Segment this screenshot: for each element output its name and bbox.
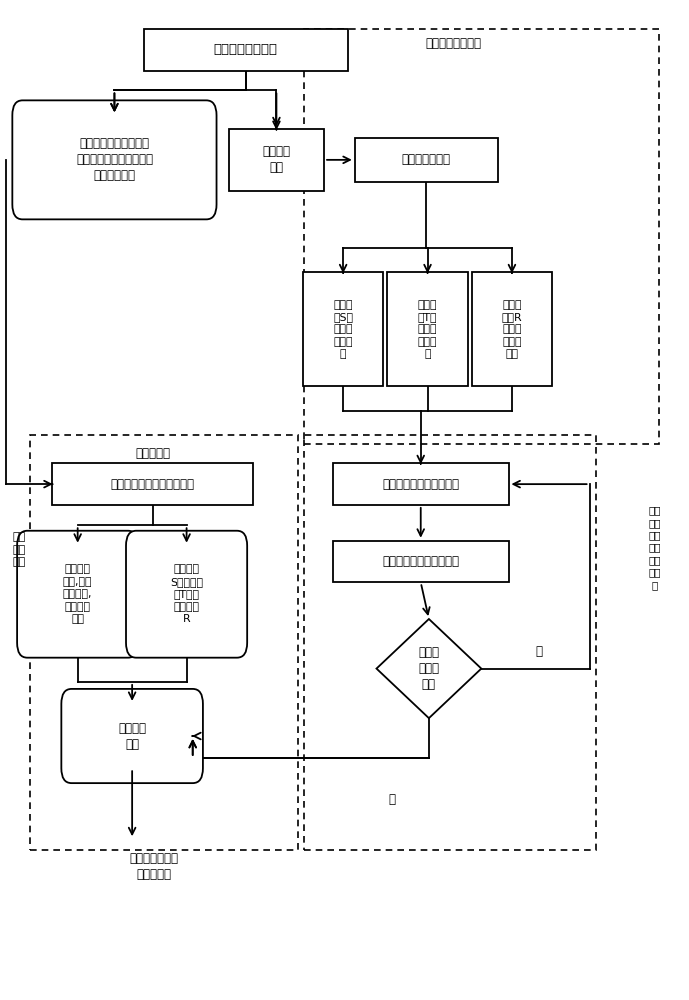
- Text: 借款描述
文本: 借款描述 文本: [263, 145, 291, 174]
- Text: 是否满
足预测
需求: 是否满 足预测 需求: [418, 646, 440, 691]
- Text: 新借款列表: 新借款列表: [135, 447, 170, 460]
- Text: 可读性
特征R
提取、
存储子
模块: 可读性 特征R 提取、 存储子 模块: [502, 300, 522, 359]
- Text: 用户基本数据，用户信
用数据，借款列表数据，
借款偿还情况: 用户基本数据，用户信 用数据，借款列表数据， 借款偿还情况: [76, 137, 153, 182]
- Bar: [52, 463, 253, 505]
- Bar: [333, 463, 508, 505]
- Text: 情感特
征S提
取、存
储子模
块: 情感特 征S提 取、存 储子模 块: [333, 300, 353, 359]
- Text: 风险预测
模型: 风险预测 模型: [118, 722, 146, 751]
- Text: 主题特
征T提
取、存
储子模
块: 主题特 征T提 取、存 储子模 块: [418, 300, 438, 359]
- Text: 用户基本
数据,用户
信用数据,
借款列表
数据: 用户基本 数据,用户 信用数据, 借款列表 数据: [63, 564, 92, 624]
- Bar: [387, 272, 468, 386]
- Bar: [304, 435, 597, 850]
- Text: 情感特征
S，主题特
征T和可
读性特征
R: 情感特征 S，主题特 征T和可 读性特征 R: [170, 564, 203, 624]
- Bar: [30, 435, 298, 850]
- Text: 风险预测模型搭建子模块: 风险预测模型搭建子模块: [382, 478, 460, 491]
- Text: 输出新借款列表
的风险结果: 输出新借款列表 的风险结果: [130, 852, 178, 881]
- Bar: [229, 129, 324, 191]
- Text: 新借款列表数据提取子模块: 新借款列表数据提取子模块: [110, 478, 194, 491]
- Bar: [472, 272, 552, 386]
- Text: 词语切分子模块: 词语切分子模块: [402, 153, 451, 166]
- Bar: [144, 29, 348, 71]
- Bar: [355, 138, 497, 182]
- Text: 风险
预测
模型
搭建
、训
练模
块: 风险 预测 模型 搭建 、训 练模 块: [648, 505, 661, 590]
- FancyBboxPatch shape: [12, 100, 216, 219]
- Text: 否: 否: [535, 645, 542, 658]
- FancyBboxPatch shape: [61, 689, 203, 783]
- Text: 文本特征提取模块: 文本特征提取模块: [425, 37, 482, 50]
- Text: 风险预测模型训练子模块: 风险预测模型训练子模块: [382, 555, 460, 568]
- Bar: [304, 29, 659, 444]
- Polygon shape: [376, 619, 482, 718]
- Bar: [333, 541, 508, 582]
- FancyBboxPatch shape: [17, 531, 138, 658]
- FancyBboxPatch shape: [126, 531, 247, 658]
- Text: 是: 是: [389, 793, 395, 806]
- Text: 平台数据采集模块: 平台数据采集模块: [214, 43, 278, 56]
- Bar: [303, 272, 383, 386]
- Text: 风险
预测
模块: 风险 预测 模块: [12, 532, 25, 567]
